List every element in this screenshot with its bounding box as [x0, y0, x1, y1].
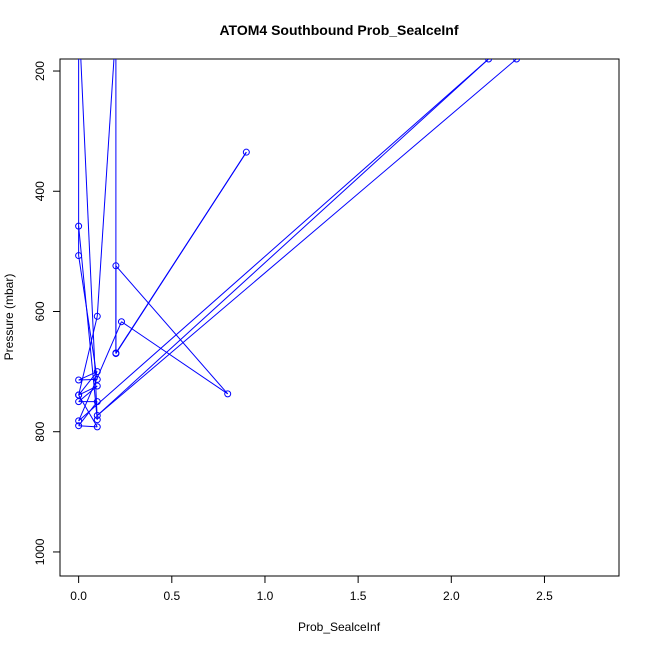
y-tick-label: 400	[33, 181, 47, 201]
data-point	[75, 252, 83, 260]
series-line-segment	[78, 371, 98, 396]
data-point	[242, 148, 250, 156]
data-point	[93, 368, 101, 376]
data-point	[93, 382, 101, 390]
data-point	[75, 222, 83, 230]
data-point	[75, 376, 83, 384]
series-line-segment	[115, 151, 247, 354]
chart-title: ATOM4 Southbound Prob_SealceInf	[219, 22, 458, 38]
series-group	[75, 8, 521, 431]
x-tick-label: 0.5	[163, 589, 180, 603]
data-point	[224, 390, 232, 398]
series-line-segment	[96, 59, 489, 416]
y-tick-label: 600	[33, 301, 47, 321]
series-line-segment	[78, 385, 98, 403]
y-axis: 200 400 600 800 1000	[33, 61, 61, 565]
series-line-segment	[78, 59, 489, 422]
data-point	[513, 59, 521, 63]
data-point	[93, 312, 101, 320]
x-tick-label: 1.5	[350, 589, 367, 603]
y-tick-label: 800	[33, 421, 47, 441]
series-line-segment	[96, 59, 517, 416]
series-line-segment	[121, 321, 228, 395]
data-point	[93, 398, 101, 406]
x-axis: 0.0 0.5 1.0 1.5 2.0 2.5	[70, 575, 553, 603]
y-tick-label: 200	[33, 61, 47, 81]
data-point	[485, 59, 493, 63]
data-point	[112, 262, 120, 270]
data-point	[75, 398, 83, 406]
data-point	[75, 391, 83, 399]
data-point	[117, 318, 125, 326]
data-point	[113, 26, 119, 32]
data-point	[93, 411, 101, 419]
series-line-segment	[78, 316, 98, 396]
data-point	[75, 422, 83, 430]
data-point	[93, 423, 101, 431]
series-line-segment	[78, 255, 98, 380]
data-point	[93, 416, 101, 424]
series-line-segment	[80, 59, 98, 420]
data-point	[76, 8, 82, 14]
data-point	[112, 349, 120, 357]
plot-frame	[59, 58, 620, 577]
x-axis-label: Prob_SealceInf	[298, 620, 381, 634]
x-tick-label: 0.0	[70, 589, 87, 603]
data-point	[75, 417, 83, 425]
x-tick-label: 2.0	[443, 589, 460, 603]
data-point	[93, 375, 101, 383]
series-line-segment	[96, 59, 115, 317]
plot-frame-group	[59, 58, 620, 577]
y-tick-label: 1000	[33, 538, 47, 565]
y-axis-label: Pressure (mbar)	[2, 274, 16, 361]
x-tick-label: 2.5	[536, 589, 553, 603]
x-tick-label: 1.0	[257, 589, 274, 603]
series-line-segment	[115, 265, 229, 395]
